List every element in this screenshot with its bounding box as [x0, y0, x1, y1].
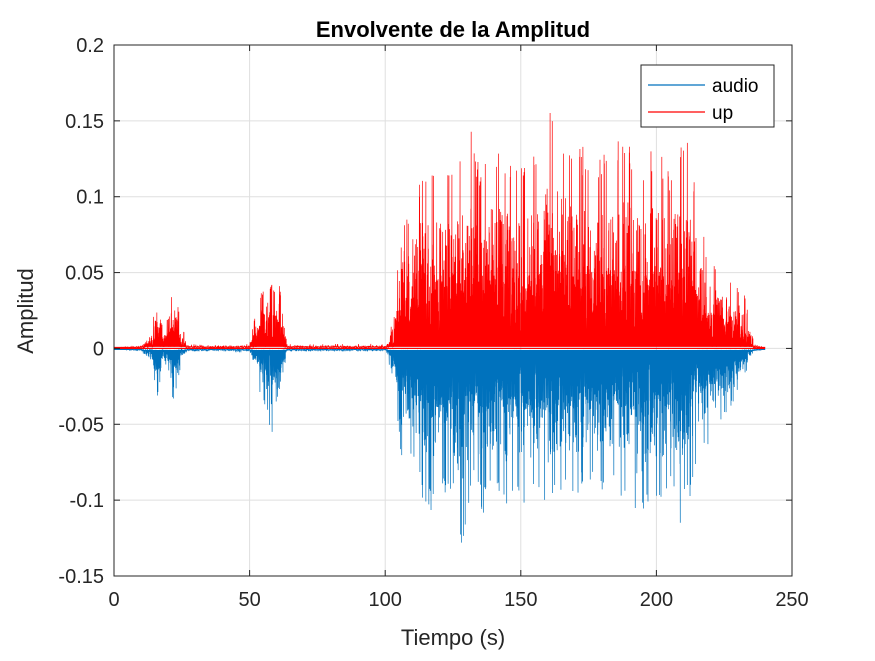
y-tick-label: 0.1 [76, 187, 104, 209]
y-tick-label: 0.2 [76, 35, 104, 57]
legend-label-up: up [712, 103, 733, 124]
y-tick-label: 0.15 [65, 111, 104, 133]
legend-label-audio: audio [712, 76, 759, 97]
y-tick-label: -0.15 [58, 566, 104, 588]
series-audio [113, 347, 766, 543]
series-up [113, 112, 766, 350]
axes-box [113, 44, 793, 577]
x-tick-label: 100 [369, 589, 402, 611]
x-axis-label: Tiempo (s) [401, 625, 505, 650]
chart-title: Envolvente de la Amplitud [316, 17, 590, 42]
tick-layer: 0 50 100 150 200 250 -0.15 -0.1 -0.05 0 0.05 0.1 0.1… [58, 35, 808, 611]
y-tick-label: 0.05 [65, 263, 104, 285]
x-tick-label: 200 [640, 589, 673, 611]
x-tick-label: 50 [238, 589, 260, 611]
series-line-up [113, 112, 766, 349]
y-tick-label: -0.05 [58, 414, 104, 436]
legend: audio up [640, 64, 775, 128]
legend-box [640, 64, 775, 128]
y-axis-label: Amplitud [13, 268, 38, 354]
x-tick-label: 0 [108, 589, 119, 611]
y-tick-label: 0 [93, 338, 104, 360]
x-tick-label: 150 [504, 589, 537, 611]
series-line-audio [113, 348, 766, 543]
x-tick-label: 250 [775, 589, 808, 611]
data-layer [113, 112, 766, 543]
y-tick-label: -0.1 [70, 490, 104, 512]
